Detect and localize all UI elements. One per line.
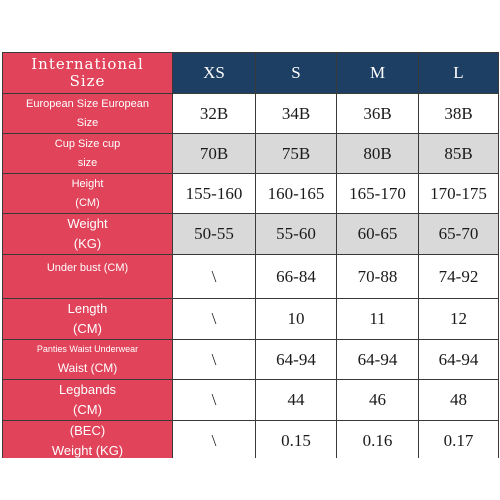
row-label-line1: Length <box>67 301 108 316</box>
table-cell: 160-165 <box>255 173 337 214</box>
table-row-cup-size: Cup Size cup size 70B 75B 80B 85B <box>2 133 499 174</box>
table-cell: 70B <box>172 133 256 174</box>
table-cell: 64-94 <box>336 339 419 380</box>
bottom-whitespace <box>0 458 500 500</box>
table-cell: 48 <box>418 379 499 421</box>
table-cell: 38B <box>418 93 499 134</box>
table-cell: \ <box>172 420 256 462</box>
table-cell: 34B <box>255 93 337 134</box>
row-label: Panties Waist Underwear Waist (CM) <box>2 339 173 380</box>
header-size-l: L <box>418 52 499 94</box>
row-label-line2: Waist (CM) <box>57 361 118 375</box>
row-label: Weight (KG) <box>2 213 173 255</box>
row-label-line1: Cup Size cup <box>54 137 121 150</box>
table-row-european-size: European Size European Size 32B 34B 36B … <box>2 93 499 134</box>
table-cell: 36B <box>336 93 419 134</box>
header-size-xs: XS <box>172 52 256 94</box>
row-label: Height (CM) <box>2 173 173 214</box>
table-cell: 75B <box>255 133 337 174</box>
row-label-line2: Size <box>76 116 99 129</box>
table-cell: \ <box>172 339 256 380</box>
table-cell: 0.17 <box>418 420 499 462</box>
table-cell: 66-84 <box>255 254 337 299</box>
header-international-size: International Size <box>2 52 173 94</box>
table-cell: \ <box>172 298 256 340</box>
header-label-line1: International <box>31 55 144 73</box>
row-label: Length (CM) <box>2 298 173 340</box>
table-cell: \ <box>172 379 256 421</box>
table-cell: 50-55 <box>172 213 256 255</box>
row-label-line2: (CM) <box>75 196 100 209</box>
row-label-line2: Weight (KG) <box>51 443 124 458</box>
row-label-line1: Weight <box>67 216 108 231</box>
size-chart-table: International Size XS S M L European Siz… <box>2 52 499 462</box>
row-label-line2: (CM) <box>73 321 102 336</box>
row-label-line1: (BEC) <box>69 423 106 438</box>
row-label-line2: size <box>77 156 98 169</box>
row-label-line1: European Size European <box>26 97 149 110</box>
row-label-line1: Panties Waist Underwear <box>36 344 139 354</box>
row-label-line2: (KG) <box>73 236 102 251</box>
header-row: International Size XS S M L <box>2 52 499 94</box>
header-label-line2: Size <box>69 72 106 90</box>
row-label: Under bust (CM) <box>2 254 173 299</box>
row-label-line1: Height <box>71 177 104 190</box>
row-label: Cup Size cup size <box>2 133 173 174</box>
header-size-m: M <box>336 52 419 94</box>
table-cell: 55-60 <box>255 213 337 255</box>
table-row-legbands: Legbands (CM) \ 44 46 48 <box>2 379 499 421</box>
table-cell: 32B <box>172 93 256 134</box>
table-cell: 85B <box>418 133 499 174</box>
table-row-weight: Weight (KG) 50-55 55-60 60-65 65-70 <box>2 213 499 255</box>
row-label: European Size European Size <box>2 93 173 134</box>
row-label-line1: Under bust (CM) <box>46 262 129 274</box>
table-cell: 44 <box>255 379 337 421</box>
table-cell: 65-70 <box>418 213 499 255</box>
table-cell: 165-170 <box>336 173 419 214</box>
table-cell: 0.16 <box>336 420 419 462</box>
table-cell: 12 <box>418 298 499 340</box>
table-cell: 11 <box>336 298 419 340</box>
table-cell: 60-65 <box>336 213 419 255</box>
table-cell: 170-175 <box>418 173 499 214</box>
table-cell: 10 <box>255 298 337 340</box>
row-label: (BEC) Weight (KG) <box>2 420 173 462</box>
table-cell: \ <box>172 254 256 299</box>
table-row-bec-weight: (BEC) Weight (KG) \ 0.15 0.16 0.17 <box>2 420 499 462</box>
table-cell: 64-94 <box>255 339 337 380</box>
table-cell: 46 <box>336 379 419 421</box>
table-cell: 80B <box>336 133 419 174</box>
table-cell: 74-92 <box>418 254 499 299</box>
table-row-length: Length (CM) \ 10 11 12 <box>2 298 499 340</box>
table-row-height: Height (CM) 155-160 160-165 165-170 170-… <box>2 173 499 214</box>
header-size-s: S <box>255 52 337 94</box>
table-row-panties-waist: Panties Waist Underwear Waist (CM) \ 64-… <box>2 339 499 380</box>
table-cell: 155-160 <box>172 173 256 214</box>
table-cell: 70-88 <box>336 254 419 299</box>
row-label-line2: (CM) <box>73 402 102 417</box>
table-cell: 0.15 <box>255 420 337 462</box>
row-label: Legbands (CM) <box>2 379 173 421</box>
table-row-under-bust: Under bust (CM) \ 66-84 70-88 74-92 <box>2 254 499 299</box>
row-label-line1: Legbands <box>58 382 117 397</box>
table-cell: 64-94 <box>418 339 499 380</box>
